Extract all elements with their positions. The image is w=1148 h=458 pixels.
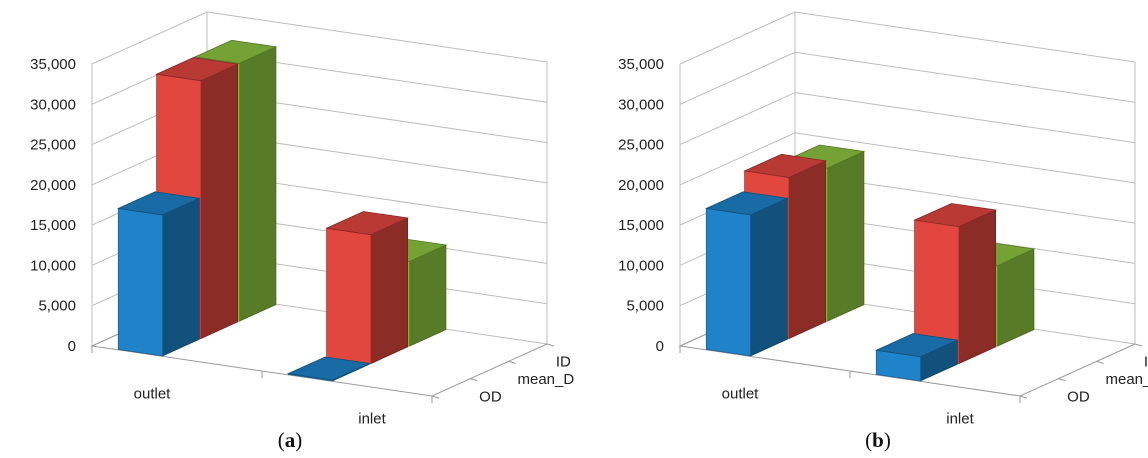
- y-tick-label: 20,000: [30, 177, 76, 194]
- series-axis-label: OD: [479, 388, 502, 405]
- series-axis-label: mean_D: [1106, 371, 1148, 388]
- y-tick-label: 30,000: [618, 96, 664, 113]
- y-tick-label: 0: [68, 338, 76, 355]
- category-label: outlet: [134, 386, 172, 403]
- y-tick-label: 5,000: [626, 298, 664, 315]
- category-label: inlet: [946, 411, 974, 428]
- y-tick-label: 20,000: [618, 177, 664, 194]
- depth-tick: [431, 395, 440, 399]
- gridline: [679, 92, 1136, 146]
- gridline: [679, 11, 1136, 65]
- depth-tick: [1134, 343, 1143, 347]
- chart-panel-a: 0 5,000 10,000 15,000 20,000 25,000 30,000 35,0…: [30, 11, 575, 452]
- depth-tick: [470, 378, 478, 382]
- y-tick-label: 35,000: [618, 56, 664, 73]
- bar-OD-inlet: [286, 356, 371, 382]
- y-tick-label: 5,000: [38, 298, 76, 315]
- series-axis-label: ID: [556, 354, 571, 371]
- y-tick-label: 10,000: [30, 257, 76, 274]
- y-tick-label: 15,000: [618, 217, 664, 234]
- gridline: [91, 11, 548, 65]
- y-tick-label: 15,000: [30, 217, 76, 234]
- y-tick-label: 10,000: [618, 257, 664, 274]
- chart-panel-b: 0 5,000 10,000 15,000 20,000 25,000 30,000 35,0…: [618, 11, 1148, 452]
- depth-tick: [1058, 378, 1066, 382]
- series-axis-label: mean_D: [518, 371, 575, 388]
- bar-OD-outlet: [116, 191, 201, 357]
- gridline: [679, 51, 1136, 105]
- bar-OD-inlet: [874, 333, 959, 382]
- panel-label: (a): [278, 428, 303, 452]
- bar-OD-outlet: [704, 191, 789, 357]
- depth-tick: [508, 360, 516, 364]
- y-tick-label: 30,000: [30, 96, 76, 113]
- category-label: outlet: [722, 386, 760, 403]
- series-axis-label: OD: [1067, 388, 1090, 405]
- depth-tick: [1019, 395, 1028, 399]
- panel-label: (b): [865, 428, 891, 452]
- y-tick-label: 0: [656, 338, 664, 355]
- series-axis-label: ID: [1144, 354, 1148, 371]
- depth-tick: [546, 343, 555, 347]
- y-tick-label: 35,000: [30, 56, 76, 73]
- category-label: inlet: [358, 411, 386, 428]
- bar-mean_D-inlet: [913, 203, 998, 365]
- depth-tick: [1096, 360, 1104, 364]
- y-tick-label: 25,000: [30, 137, 76, 154]
- y-tick-label: 25,000: [618, 137, 664, 154]
- bar-mean_D-inlet: [325, 211, 410, 365]
